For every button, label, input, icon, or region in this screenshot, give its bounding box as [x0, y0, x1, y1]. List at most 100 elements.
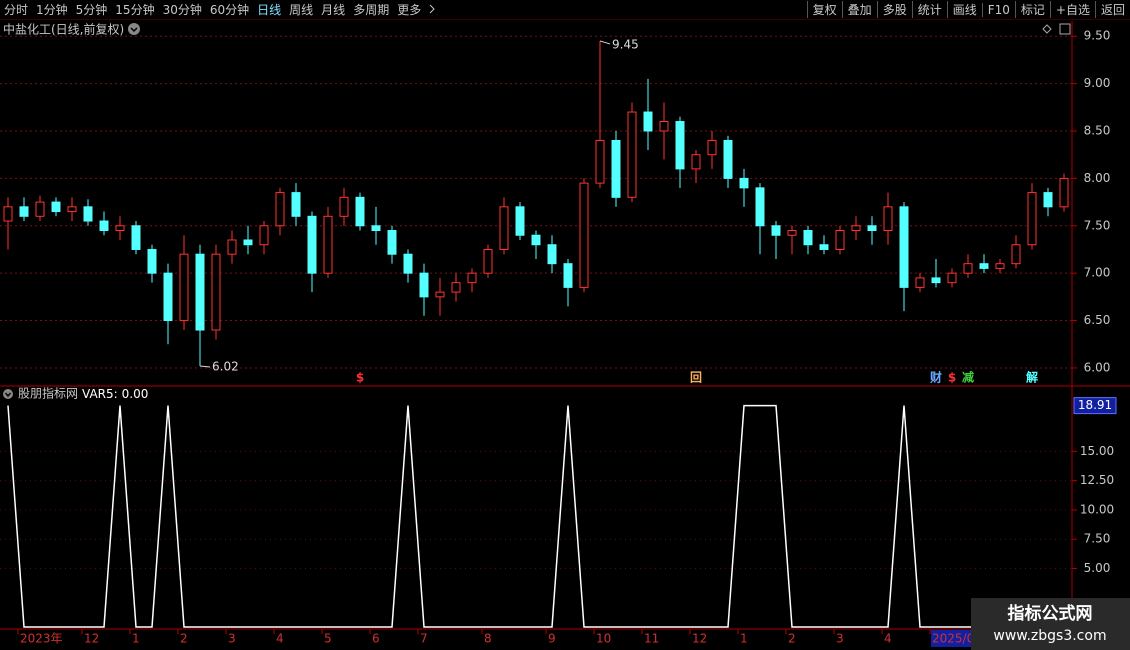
toolbar-tab[interactable]: 周线 [289, 3, 314, 17]
y-tick-label: 9.50 [1084, 29, 1111, 43]
candle-body [435, 291, 445, 298]
candle-body [691, 154, 701, 170]
y-tick-label: 15.00 [1080, 444, 1114, 458]
candle-body [563, 263, 573, 288]
candle-body [211, 253, 221, 331]
toolbar-tab[interactable]: 分时 [4, 3, 29, 17]
candle-body [371, 225, 381, 232]
candle-body [467, 272, 477, 284]
candle-body [723, 139, 733, 179]
toolbar-button[interactable]: F10 [981, 2, 1015, 17]
toolbar-tab[interactable]: 15分钟 [115, 3, 155, 17]
candle-body [403, 253, 413, 274]
toolbar-button[interactable]: 多股 [876, 1, 912, 18]
candle-body [643, 111, 653, 132]
candle-body [291, 192, 301, 217]
candle-body [243, 239, 253, 246]
x-tick-label: 2025/04 [932, 632, 982, 646]
candle-body [931, 277, 941, 284]
legend-value: 0.00 [122, 387, 149, 401]
candle-body [115, 225, 125, 232]
x-label-highlight [931, 630, 981, 647]
candle-body [915, 277, 925, 288]
toolbar-button[interactable]: 叠加 [841, 1, 877, 18]
candle-body [3, 206, 13, 222]
candle-body [579, 182, 589, 288]
x-tick-label: 4 [884, 632, 892, 646]
candle-body [675, 121, 685, 170]
high-annotation: 9.45 [612, 37, 639, 51]
candle-body [1027, 192, 1037, 246]
menu-icon[interactable] [128, 23, 140, 35]
toolbar-tab[interactable]: 多周期 [353, 3, 390, 17]
candle-body [451, 282, 461, 293]
candle-body [179, 253, 189, 322]
x-tick-label: 6 [372, 632, 380, 646]
toolbar: 分时 1分钟 5分钟 15分钟 30分钟 60分钟 日线 周线 月线 多周期 更多 复权 叠加 多股 统计… [0, 0, 1130, 20]
toolbar-tab[interactable]: 30分钟 [162, 3, 202, 17]
axis-marker-box [1073, 397, 1117, 415]
x-tick-label: 2 [180, 632, 188, 646]
x-tick-label: 5 [324, 632, 332, 646]
candle-body [83, 206, 93, 222]
x-tick-label: 12 [84, 632, 99, 646]
watermark-title: 指标公式网 [1008, 603, 1093, 624]
candle-body [259, 225, 269, 246]
event-tag: $ [948, 371, 956, 385]
low-annotation: 6.02 [212, 360, 239, 374]
toolbar-tab[interactable]: 1分钟 [36, 3, 68, 17]
candle-body [483, 248, 493, 274]
candle-body [227, 239, 237, 255]
toolbar-button[interactable]: 统计 [911, 1, 947, 18]
candle-body [195, 253, 205, 331]
candle-body [627, 111, 637, 198]
toolbar-tab[interactable]: 月线 [321, 3, 346, 17]
candle-body [307, 215, 317, 274]
candle-body [531, 234, 541, 246]
toolbar-tab[interactable]: 5分钟 [75, 3, 108, 17]
legend: VAR5: 0.00 [82, 387, 148, 401]
toolbar-button[interactable]: +自选 [1049, 1, 1095, 18]
candle-body [963, 263, 973, 274]
candle-body [51, 201, 61, 213]
candle-body [1043, 192, 1053, 208]
candle-body [515, 206, 525, 236]
candle-body [867, 225, 877, 232]
toolbar-tab[interactable]: 60分钟 [209, 3, 250, 17]
x-tick-label: 1 [132, 632, 140, 646]
candle-body [835, 230, 845, 250]
candle-body [1059, 177, 1069, 208]
candle-body [851, 225, 861, 232]
candle-body [19, 206, 29, 217]
window-icon[interactable] [1059, 23, 1071, 35]
annotation-leader [199, 365, 211, 368]
diamond-icon[interactable] [1042, 24, 1052, 34]
candle-body [99, 220, 109, 232]
toolbar-tab[interactable]: 日线 [257, 3, 282, 17]
candle-body [707, 139, 717, 156]
candle-body [1011, 244, 1021, 265]
x-tick-label: 3 [228, 632, 236, 646]
event-tag: 解 [1026, 370, 1038, 385]
candle-body [547, 244, 557, 265]
toolbar-button[interactable]: 返回 [1094, 1, 1130, 18]
x-tick-label: 2023年 [20, 632, 63, 646]
event-tag: $ [356, 371, 364, 385]
toolbar-button[interactable]: 复权 [806, 1, 842, 18]
toolbar-button[interactable]: 画线 [946, 1, 982, 18]
x-tick-label: 11 [644, 632, 659, 646]
y-tick-label: 8.50 [1084, 123, 1111, 137]
y-tick-label: 6.50 [1084, 313, 1111, 327]
y-tick-label: 9.00 [1084, 76, 1111, 90]
menu-icon[interactable] [3, 389, 13, 399]
toolbar-tab[interactable]: 更多 [397, 3, 422, 17]
x-tick-label: 10 [596, 632, 611, 646]
candle-body [67, 206, 77, 213]
toolbar-button[interactable]: 标记 [1014, 1, 1050, 18]
watermark-url: www.zbgs3.com [993, 628, 1106, 644]
candle-body [355, 196, 365, 227]
axis-marker-label: 18.91 [1078, 398, 1112, 412]
chart-title: 中盐化工(日线,前复权) [3, 22, 124, 37]
